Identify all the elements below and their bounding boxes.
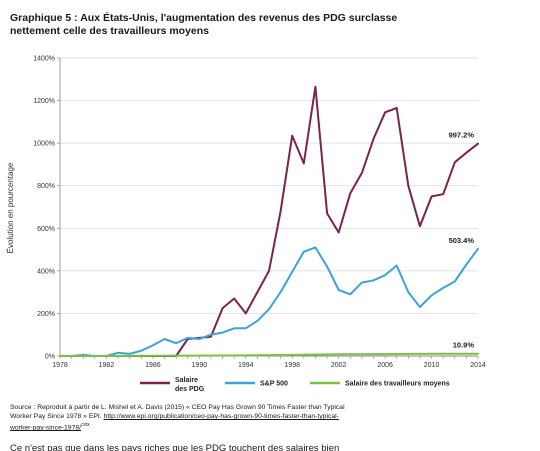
y-tick-label: 600% [37, 226, 55, 233]
series-line-typical-worker [59, 352, 479, 357]
y-tick-label: 1000% [33, 141, 55, 148]
series-line-sp500 [59, 246, 479, 357]
source-note: Source : Reproduit à partir de L. Mishel… [10, 403, 510, 432]
x-tick-label: 1994 [238, 362, 254, 369]
y-tick-label: 400% [37, 268, 55, 275]
source-link-part-1[interactable]: http://www.epi.org/publication/ceo-pay-h… [103, 413, 339, 420]
body-text: Ce n'est pas que dans les pays riches qu… [10, 443, 340, 451]
legend-label-ceo-pay-line-1: Salaire [175, 377, 198, 384]
legend-label-sp500: S&P 500 [260, 381, 288, 388]
end-label-sp500: 503.4% [449, 236, 475, 245]
x-tick-label: 1978 [52, 362, 68, 369]
legend-label-typical-worker: Salaire des travailleurs moyens [345, 381, 450, 388]
source-line-2: Worker Pay Since 1978 » EPI. http://www.… [10, 412, 510, 421]
line-chart: 0%200%400%600%800%1000%1200%1400% 1978 19… [6, 56, 486, 394]
y-tick-label: 1400% [33, 56, 55, 63]
series-line-ceo-pay [59, 85, 479, 357]
source-text: Worker Pay Since 1978 » EPI. [10, 413, 104, 420]
source-line-1: Source : Reproduit à partir de L. Mishel… [10, 404, 345, 411]
end-labels: 997.2% 503.4% 10.9% [449, 131, 475, 350]
y-axis-label: Évolution en pourcentage [6, 162, 15, 253]
y-axis-ticks: 0% 200% 400% 600% 800% 1000% 1200% 1400% [33, 56, 55, 361]
source-line-3: worker-pay-since-1978/cxix [10, 421, 510, 432]
end-label-typical-worker: 10.9% [453, 341, 475, 350]
chart-title-line-2: nettement celle des travailleurs moyens [10, 25, 210, 37]
x-tick-label: 1998 [284, 362, 300, 369]
y-tick-label: 1200% [33, 98, 55, 105]
legend-label-ceo-pay-line-2: des PDG [175, 386, 205, 393]
legend: Salaire des PDG S&P 500 Salaire des travail… [140, 377, 450, 393]
chart-title: Graphique 5 : Aux États-Unis, l'augmenta… [10, 12, 530, 38]
footnote-ref: cxix [81, 422, 90, 428]
x-tick-label: 2006 [377, 362, 393, 369]
series-lines [59, 85, 479, 357]
x-tick-label: 1986 [145, 362, 161, 369]
x-tick-label: 1982 [99, 362, 115, 369]
x-tick-label: 1990 [192, 362, 208, 369]
y-tick-label: 0% [45, 354, 55, 361]
x-tick-label: 2002 [331, 362, 347, 369]
x-axis-ticks: 1978 1982 1986 1990 1994 1998 2002 2006 2010 2014 [52, 362, 486, 369]
x-tick-label: 2010 [424, 362, 440, 369]
y-tick-label: 800% [37, 183, 55, 190]
end-label-ceo-pay: 997.2% [449, 131, 475, 140]
y-tick-label: 200% [37, 311, 55, 318]
x-tick-label: 2014 [470, 362, 486, 369]
grid-lines [57, 57, 479, 359]
source-link-part-2[interactable]: worker-pay-since-1978/ [10, 424, 82, 432]
chart-title-line-1: Graphique 5 : Aux États-Unis, l'augmenta… [10, 12, 398, 24]
